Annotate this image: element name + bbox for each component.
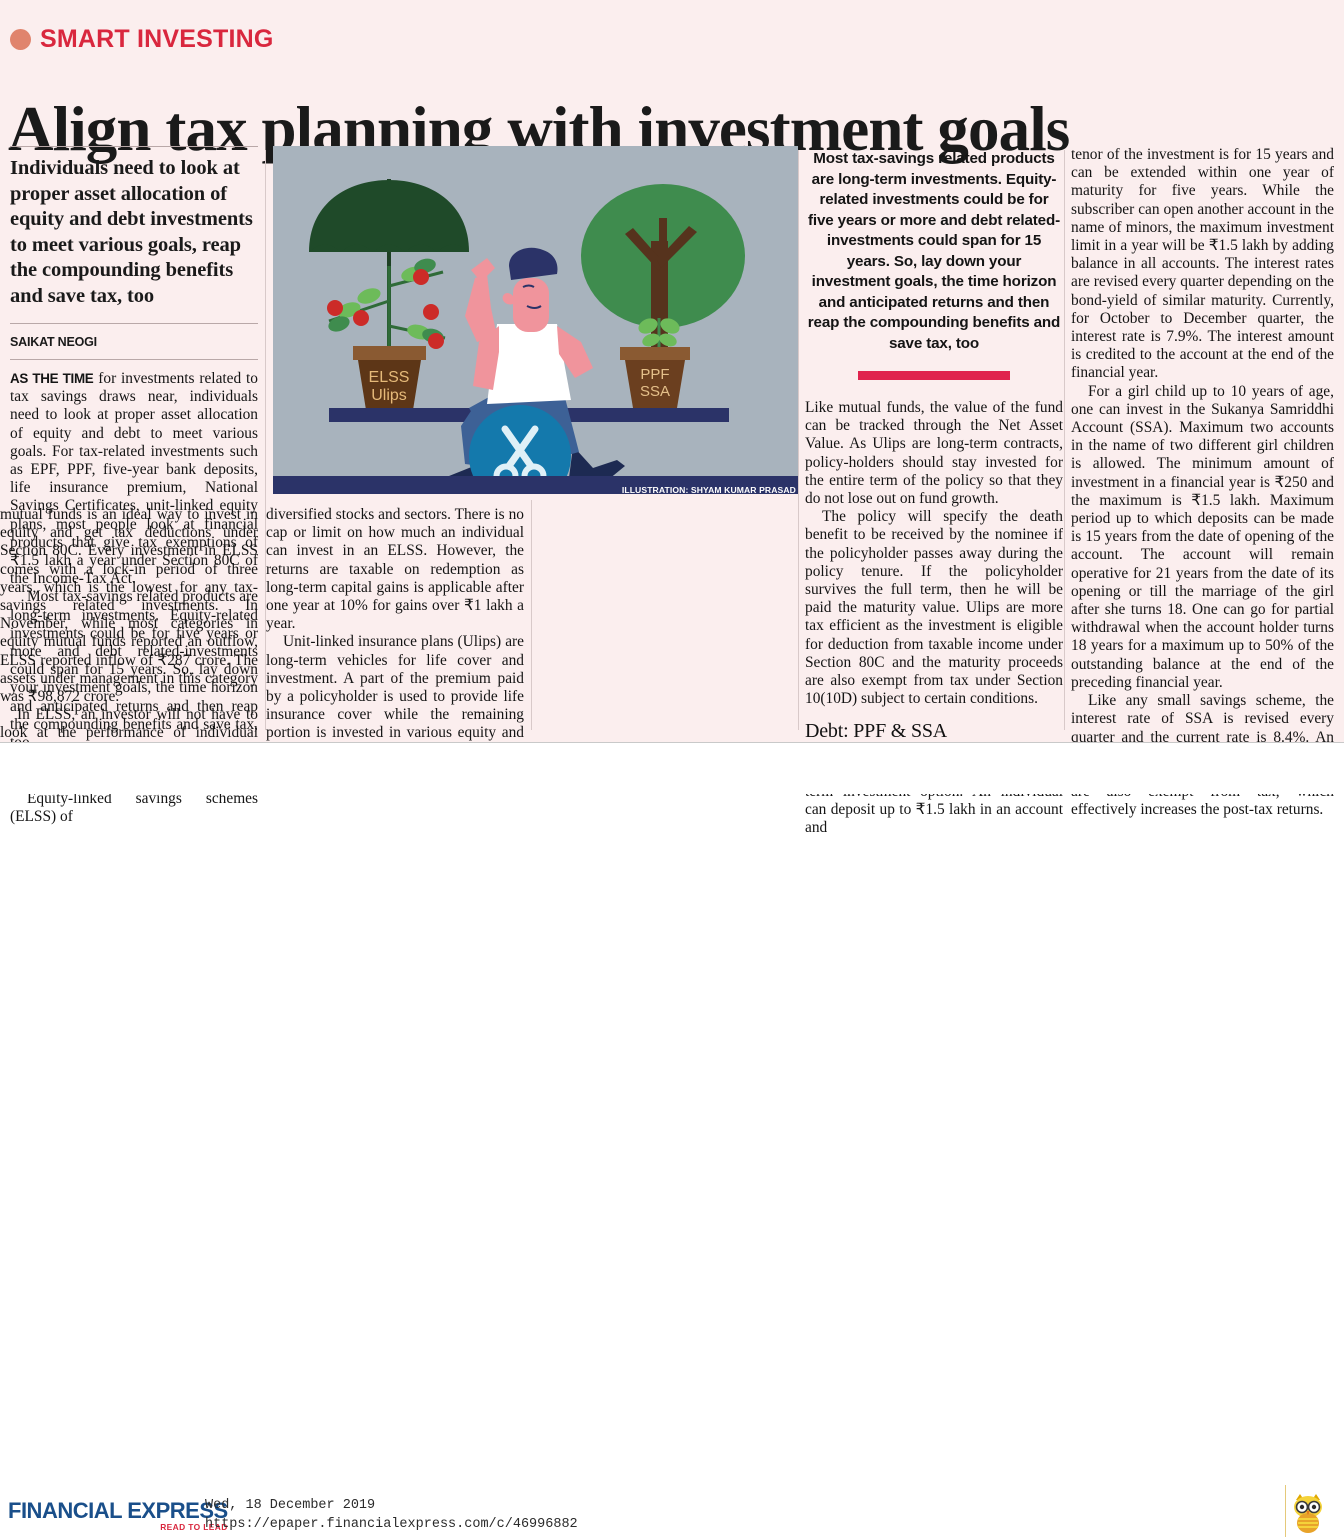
article-columns: Individuals need to look at proper asset…	[0, 146, 1344, 836]
pull-quote-divider-bar	[858, 371, 1010, 380]
pot-label-ssa: SSA	[640, 383, 670, 400]
logo-tagline: READ TO LEAD	[160, 1522, 228, 1532]
divider	[10, 359, 258, 360]
column-1: Individuals need to look at proper asset…	[10, 146, 258, 827]
paragraph: AS THE TIME for investments related to t…	[10, 370, 258, 588]
column-divider	[531, 500, 532, 730]
body-text-col3: diversified stocks and sectors. There is…	[266, 506, 524, 779]
column-divider	[265, 150, 266, 730]
section-kicker: SMART INVESTING	[10, 25, 274, 54]
owl-mascot-icon	[1294, 1494, 1322, 1533]
column-5: tenor of the investment is for 15 years …	[1071, 146, 1334, 820]
paragraph: Like mutual funds, the value of the fund…	[805, 399, 1063, 508]
pot-label-ulips: Ulips	[371, 387, 407, 404]
column-divider	[798, 150, 799, 730]
publication-date: Wed, 18 December 2019	[205, 1498, 376, 1513]
paragraph: Equity-linked savings schemes (ELSS) of	[10, 790, 258, 826]
paragraph: mutual funds is an ideal way to invest i…	[0, 506, 258, 706]
body-text-col2: mutual funds is an ideal way to invest i…	[0, 506, 258, 779]
body-text-col1: AS THE TIME for investments related to t…	[10, 370, 258, 827]
financial-express-logo: FINANCIAL EXPRESS READ TO LEAD	[8, 1500, 228, 1533]
standfirst: Individuals need to look at proper asset…	[10, 157, 253, 307]
paragraph: Most tax-savings related products are lo…	[10, 588, 258, 751]
illustration-graphic: PPF SSA	[273, 146, 798, 494]
column-4: Most tax-savings related products are lo…	[805, 146, 1063, 837]
logo-wordmark: FINANCIAL EXPRESS	[8, 1498, 228, 1523]
body-text-col5: tenor of the investment is for 15 years …	[1071, 146, 1334, 820]
kicker-label: SMART INVESTING	[40, 25, 274, 53]
bullet-dot-icon	[10, 29, 31, 50]
illustration-credit: ILLUSTRATION: SHYAM KUMAR PRASAD	[621, 485, 796, 495]
footer-divider	[1285, 1485, 1286, 1537]
lead-in-text: AS THE TIME	[10, 371, 94, 386]
page-footer: FINANCIAL EXPRESS READ TO LEAD Wed, 18 D…	[0, 742, 1344, 1537]
paragraph: The policy will specify the death benefi…	[805, 508, 1063, 708]
paragraph: diversified stocks and sectors. There is…	[266, 506, 524, 633]
divider	[10, 146, 258, 147]
divider	[10, 323, 258, 324]
paragraph: For a girl child up to 10 years of age, …	[1071, 382, 1334, 691]
pull-quote: Most tax-savings related products are lo…	[807, 150, 1061, 352]
subheading-debt: Debt: PPF & SSA	[805, 720, 948, 743]
column-divider	[1064, 150, 1065, 730]
pot-label-elss: ELSS	[369, 369, 410, 386]
epaper-url[interactable]: https://epaper.financialexpress.com/c/46…	[205, 1517, 578, 1532]
column-2: mutual funds is an ideal way to invest i…	[0, 506, 258, 779]
paragraph: tenor of the investment is for 15 years …	[1071, 146, 1334, 382]
article-illustration: PPF SSA	[273, 146, 798, 501]
column-3: diversified stocks and sectors. There is…	[266, 506, 524, 779]
footer-meta: Wed, 18 December 2019 https://epaper.fin…	[205, 1496, 578, 1534]
byline: SAIKAT NEOGI	[10, 335, 97, 349]
pot-label-ppf: PPF	[640, 366, 669, 383]
paragraph-text: for investments related to tax savings d…	[10, 370, 258, 588]
